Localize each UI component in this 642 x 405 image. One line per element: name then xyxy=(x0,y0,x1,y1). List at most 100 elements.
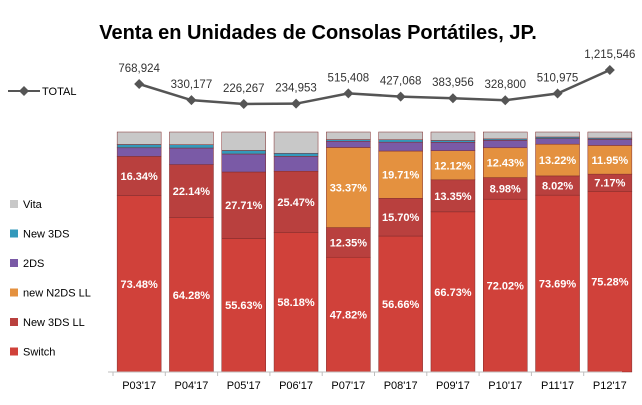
bar-segment-vita xyxy=(273,131,319,154)
legend-label: New 3DS xyxy=(23,229,69,241)
total-marker xyxy=(238,99,249,109)
bar-segment-new-3ds xyxy=(169,144,214,149)
total-marker xyxy=(604,65,615,75)
total-value-label: 515,408 xyxy=(328,72,370,84)
bar-segment-new-3ds-ll xyxy=(430,179,476,213)
total-marker xyxy=(343,88,354,99)
bar-segment-new-3ds xyxy=(116,144,162,149)
category-label: P08'17 xyxy=(384,380,418,392)
bar-segment-new-3ds-ll xyxy=(378,198,423,237)
bar-segment-switch xyxy=(587,191,633,373)
bar-value-label: 55.63% xyxy=(225,300,263,312)
total-value-label: 427,068 xyxy=(380,76,422,88)
bar-segment-vita xyxy=(378,131,423,141)
bar-segment-2ds xyxy=(587,139,633,146)
legend-label: Vita xyxy=(23,199,43,211)
category-labels: P03'17 P04'17 P05'17 P06'17 P07'17 P08'17 P09'… xyxy=(112,372,627,392)
total-value-label: 768,924 xyxy=(118,63,160,75)
total-marker xyxy=(395,91,406,102)
bar-segment-new-n2ds-ll xyxy=(587,145,633,175)
bar-segment-2ds xyxy=(221,153,266,173)
bar-value-label: 73.69% xyxy=(539,279,577,291)
bar-value-label: 47.82% xyxy=(330,310,368,322)
bar-segment-switch xyxy=(483,198,528,373)
legend-total: TOTAL xyxy=(8,86,76,98)
legend-total-marker xyxy=(19,86,29,96)
bar-segment-new-n2ds-ll xyxy=(483,147,528,178)
bar-segment-2ds xyxy=(378,141,423,152)
legend-swatch xyxy=(10,347,18,356)
bar-segment-vita xyxy=(483,131,528,140)
bar-segment-switch xyxy=(116,195,162,373)
total-marker xyxy=(186,95,197,106)
bar-segment-2ds xyxy=(535,138,580,145)
bar-value-label: 73.48% xyxy=(120,279,158,291)
bar-segment-switch xyxy=(535,194,580,373)
bar-segment-switch xyxy=(169,217,214,373)
bar-segment-2ds xyxy=(483,140,528,149)
bar-value-label: 11.95% xyxy=(591,155,628,167)
legend-swatch xyxy=(10,200,18,208)
chart-title: Venta en Unidades de Consolas Portátiles… xyxy=(99,22,537,44)
category-label: P09'17 xyxy=(436,380,470,392)
bar-segment-switch xyxy=(273,232,319,373)
bar-segment-new-n2ds-ll xyxy=(430,150,476,181)
total-value-label: 510,975 xyxy=(537,73,579,85)
bar-segment-vita xyxy=(587,131,633,139)
bar-segment-new-3ds xyxy=(273,152,319,157)
bar-value-label: 13.22% xyxy=(539,155,577,167)
legend-total-label: TOTAL xyxy=(42,86,76,98)
bar-segment-new-3ds xyxy=(378,139,423,143)
bar-value-label: 66.73% xyxy=(434,287,472,299)
category-label: P05'17 xyxy=(227,380,261,392)
bar-value-label: 8.98% xyxy=(490,183,521,195)
bar-value-label: 22.14% xyxy=(173,186,211,198)
bar-segment-new-3ds xyxy=(535,136,580,139)
bar-segment-vita xyxy=(221,131,266,151)
legend-label: 2DS xyxy=(23,258,44,270)
bar-segment-2ds xyxy=(116,147,162,157)
stacked-bars: 73.48% 16.34% 64.28% 22.14% 55.63% 27.71% 58.1… xyxy=(116,131,633,373)
bar-segment-new-n2ds-ll xyxy=(378,150,423,199)
total-value-label: 383,956 xyxy=(432,77,474,89)
bar-segment-2ds xyxy=(273,156,319,172)
bar-segment-vita xyxy=(326,131,371,140)
legend-label: new N2DS LL xyxy=(23,288,91,300)
bar-segment-switch xyxy=(221,238,266,373)
bar-value-label: 58.18% xyxy=(277,297,315,309)
total-marker xyxy=(447,93,458,104)
legend-swatch xyxy=(10,229,18,238)
bar-segment-2ds xyxy=(169,147,214,165)
category-label: P04'17 xyxy=(174,380,208,392)
legend-label: New 3DS LL xyxy=(23,317,85,329)
legend: Vita New 3DS 2DS new N2DS LL New 3DS LL Switc… xyxy=(10,199,91,359)
category-label: P07'17 xyxy=(331,380,365,392)
bar-segment-new-3ds-ll xyxy=(169,164,214,218)
bar-segment-2ds xyxy=(326,141,371,148)
bar-value-label: 25.47% xyxy=(277,197,315,209)
bar-value-label: 12.35% xyxy=(330,237,368,249)
bar-value-label: 64.28% xyxy=(173,290,211,302)
category-label: P11'17 xyxy=(541,380,574,392)
bar-value-label: 27.71% xyxy=(225,200,263,212)
total-value-label: 226,267 xyxy=(223,83,265,95)
legend-swatch xyxy=(10,318,18,326)
total-marker xyxy=(134,79,145,89)
bar-segment-new-3ds xyxy=(430,140,476,143)
bar-segment-new-n2ds-ll xyxy=(326,147,371,228)
bar-segment-vita xyxy=(430,131,476,141)
bar-segment-new-3ds xyxy=(326,139,371,142)
category-label: P12'17 xyxy=(593,380,627,392)
legend-swatch xyxy=(10,259,18,267)
bar-value-label: 15.70% xyxy=(382,212,420,224)
bar-value-label: 8.02% xyxy=(542,181,573,193)
bar-value-label: 56.66% xyxy=(382,299,420,311)
bar-segment-switch xyxy=(326,256,371,373)
total-value-label: 1,215,546 xyxy=(584,49,635,61)
bar-value-label: 19.71% xyxy=(382,170,420,182)
bar-segment-new-3ds-ll xyxy=(221,171,266,239)
total-marker xyxy=(291,98,302,109)
bar-value-label: 7.17% xyxy=(594,178,625,190)
category-label: P03'17 xyxy=(122,380,156,392)
